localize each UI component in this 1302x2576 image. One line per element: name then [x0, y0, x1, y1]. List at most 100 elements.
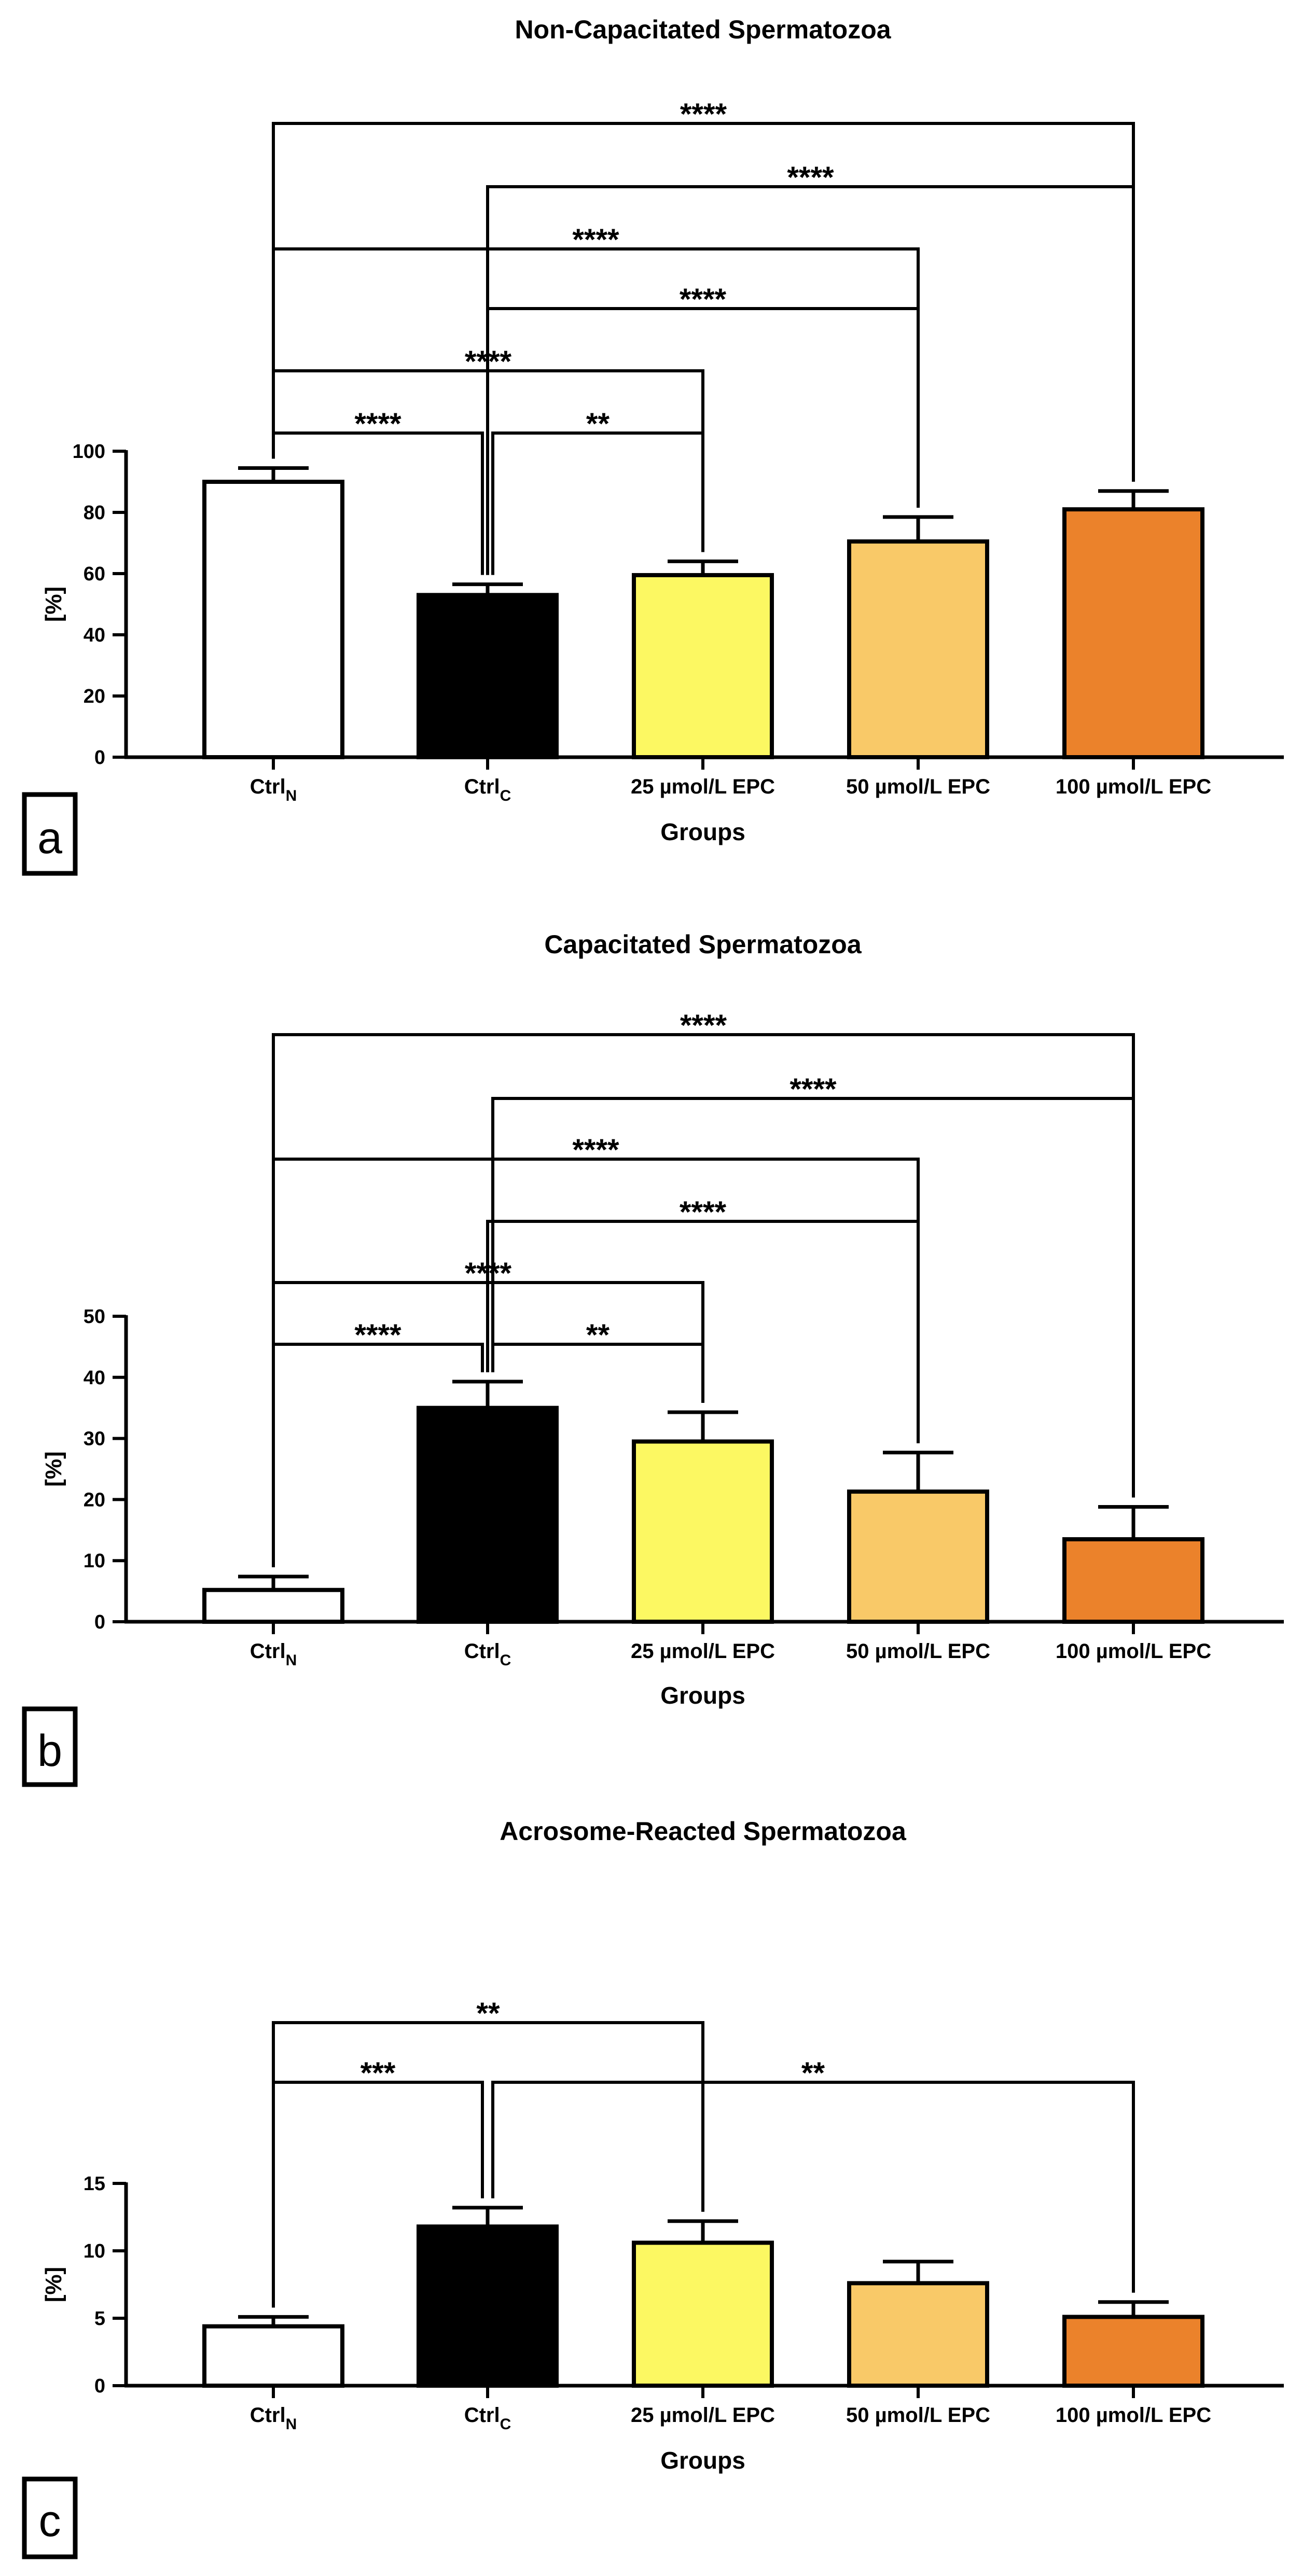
bar — [632, 1439, 774, 1624]
category-label: 25 µmol/L EPC — [631, 2404, 775, 2427]
category-label-subscript: N — [286, 1652, 297, 1669]
significance-stars: **** — [354, 1318, 401, 1352]
significance-stars: **** — [572, 1133, 619, 1167]
y-tick-label: 50 — [84, 1306, 105, 1328]
x-axis-label: Groups — [660, 1682, 745, 1709]
category-label: 50 µmol/L EPC — [846, 775, 990, 798]
bar — [417, 1405, 559, 1624]
y-tick-label: 20 — [84, 1489, 105, 1511]
y-axis-label: [%] — [41, 587, 66, 622]
significance-stars: **** — [465, 345, 512, 379]
significance-stars: ** — [801, 2056, 825, 2090]
category-label-main: 50 µmol/L EPC — [846, 775, 990, 798]
significance-bracket — [272, 247, 920, 508]
significance-stars: ** — [586, 1318, 610, 1352]
bar — [847, 539, 989, 760]
category-label-main: 50 µmol/L EPC — [846, 2404, 990, 2427]
significance-bracket — [272, 2081, 484, 2308]
significance-bracket — [491, 1343, 704, 1403]
panel-a: Non-Capacitated Spermatozoa [%] 0 20 40 60 80 1… — [22, 15, 1284, 876]
y-tick-label: 0 — [94, 1611, 105, 1633]
category-label-main: Ctrl — [464, 775, 500, 798]
chart-title: Capacitated Spermatozoa — [544, 930, 862, 959]
significance-bracket — [486, 1220, 920, 1443]
panel-label-box — [22, 1706, 78, 1787]
panel-b: Capacitated Spermatozoa [%] 0 10 20 30 40 50 Ctr… — [22, 930, 1284, 1787]
y-tick-label: 10 — [84, 1550, 105, 1572]
category-label-main: 25 µmol/L EPC — [631, 775, 775, 798]
significance-stars: ** — [586, 407, 610, 441]
significance-stars: **** — [789, 1073, 837, 1106]
category-label-main: 100 µmol/L EPC — [1056, 2404, 1211, 2427]
significance-stars: **** — [465, 1257, 512, 1290]
y-tick-label: 5 — [94, 2308, 105, 2330]
category-label-main: 25 µmol/L EPC — [631, 1640, 775, 1663]
category-label-main: Ctrl — [464, 1640, 500, 1663]
category-label: CtrlN — [250, 775, 297, 804]
bar — [1062, 507, 1204, 759]
chart-title: Non-Capacitated Spermatozoa — [515, 15, 891, 44]
category-label: CtrlN — [250, 1640, 297, 1669]
x-axis-label: Groups — [660, 818, 745, 845]
category-label: CtrlN — [250, 2404, 297, 2433]
significance-stars: **** — [680, 1195, 727, 1229]
category-label-subscript: N — [286, 2416, 297, 2433]
bar — [202, 2324, 344, 2388]
bar — [1062, 1537, 1204, 1624]
significance-stars: ** — [476, 1997, 500, 2030]
category-label-main: Ctrl — [250, 1640, 286, 1663]
bar — [202, 480, 344, 759]
significance-stars: **** — [354, 407, 401, 441]
category-label-main: Ctrl — [250, 2404, 286, 2427]
category-label-main: 25 µmol/L EPC — [631, 2404, 775, 2427]
significance-bracket — [486, 307, 920, 575]
significance-bracket — [491, 1097, 1135, 1498]
category-label: 25 µmol/L EPC — [631, 775, 775, 798]
significance-bracket — [491, 2081, 1135, 2293]
bar — [847, 1489, 989, 1624]
bar — [632, 573, 774, 759]
y-tick-label: 20 — [84, 686, 105, 707]
y-tick-label: 60 — [84, 563, 105, 585]
panel-label: c — [39, 2496, 61, 2546]
significance-bracket — [272, 431, 484, 575]
category-label: 100 µmol/L EPC — [1056, 2404, 1211, 2427]
bar — [1062, 2315, 1204, 2388]
significance-bracket — [491, 431, 704, 575]
y-tick-label: 15 — [84, 2173, 105, 2195]
x-axis-label: Groups — [660, 2447, 745, 2474]
y-tick-label: 80 — [84, 502, 105, 524]
category-label-main: 50 µmol/L EPC — [846, 1640, 990, 1663]
y-tick-label: 0 — [94, 2375, 105, 2397]
bar — [632, 2240, 774, 2388]
y-tick-label: 100 — [73, 441, 105, 463]
panel-label: a — [37, 813, 62, 863]
y-tick-label: 30 — [84, 1428, 105, 1450]
y-axis-label: [%] — [41, 2267, 66, 2302]
category-label: 100 µmol/L EPC — [1056, 775, 1211, 798]
panel-c: Acrosome-Reacted Spermatozoa [%] 0 5 10 15 Ctr… — [22, 1817, 1284, 2559]
significance-stars: **** — [680, 98, 727, 131]
significance-stars: *** — [361, 2056, 396, 2090]
significance-bracket — [272, 1343, 484, 1567]
significance-stars: **** — [572, 223, 619, 257]
significance-stars: **** — [787, 161, 834, 194]
bar — [847, 2281, 989, 2388]
category-label: 25 µmol/L EPC — [631, 1640, 775, 1663]
bar — [202, 1588, 344, 1624]
category-label-subscript: N — [286, 787, 297, 804]
y-tick-label: 40 — [84, 1367, 105, 1389]
significance-stars: **** — [680, 1009, 727, 1042]
category-label-subscript: C — [500, 1652, 511, 1669]
chart-title: Acrosome-Reacted Spermatozoa — [500, 1817, 907, 1846]
category-label-subscript: C — [500, 787, 511, 804]
y-tick-label: 10 — [84, 2240, 105, 2262]
category-label: CtrlC — [464, 2404, 511, 2433]
bar — [417, 2224, 559, 2388]
y-axis-label: [%] — [41, 1451, 66, 1486]
category-label: 50 µmol/L EPC — [846, 2404, 990, 2427]
significance-stars: **** — [680, 283, 727, 316]
panel-label-box — [22, 792, 78, 876]
y-tick-label: 0 — [94, 747, 105, 769]
